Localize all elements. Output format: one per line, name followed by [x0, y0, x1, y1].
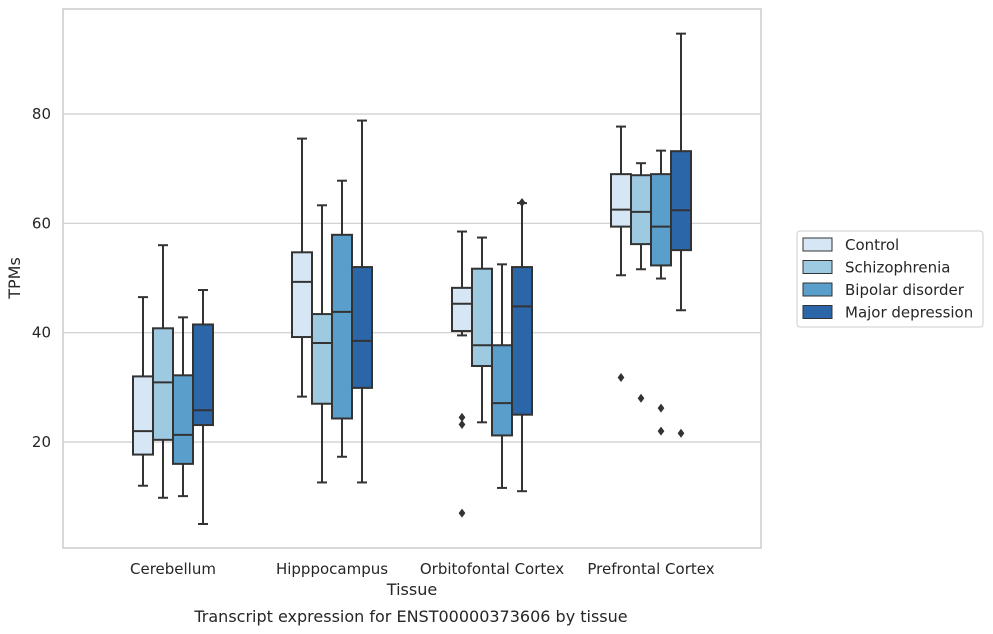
box-body — [610, 173, 632, 228]
box-body — [451, 286, 473, 333]
outlier-point — [458, 508, 466, 518]
box-control-3 — [610, 125, 632, 382]
outlier-point — [677, 428, 685, 438]
y-tick-labels: 20 40 60 80 — [32, 105, 51, 451]
box-body — [471, 267, 493, 368]
legend-label-control: Control — [845, 236, 899, 254]
box-major-depression-3 — [670, 32, 692, 438]
box-body — [491, 344, 513, 437]
box-body — [152, 327, 174, 441]
x-tick-labels: Cerebellum Hipppocampus Orbitofontal Corte… — [130, 560, 715, 578]
x-tick-label-hipppocampus: Hipppocampus — [276, 560, 388, 578]
box-body — [351, 266, 373, 389]
legend-swatch-schizophrenia — [802, 260, 833, 274]
box-bipolar-disorder-2 — [491, 263, 513, 489]
x-tick-label-orbitofontal-cortex: Orbitofontal Cortex — [420, 560, 564, 578]
box-body — [650, 173, 672, 267]
outlier-point — [617, 372, 625, 382]
legend-label-major-depression: Major depression — [845, 304, 973, 322]
boxes — [132, 32, 692, 525]
outlier-point — [458, 420, 466, 430]
box-body — [630, 174, 652, 246]
y-tick-label-20: 20 — [32, 433, 51, 451]
box-body — [670, 150, 692, 252]
box-major-depression-1 — [351, 119, 373, 484]
box-schizophrenia-0 — [152, 244, 174, 499]
y-tick-label-80: 80 — [32, 105, 51, 123]
box-body — [132, 375, 154, 456]
legend-swatch-major-depression — [802, 305, 833, 319]
y-axis-label: TPMs — [5, 257, 24, 300]
x-tick-label-prefrontal-cortex: Prefrontal Cortex — [587, 560, 714, 578]
box-body — [192, 323, 214, 427]
x-axis-label: Tissue — [386, 580, 437, 599]
outlier-point — [657, 426, 665, 436]
outlier-point — [518, 198, 526, 208]
box-control-2 — [451, 230, 473, 518]
box-body — [172, 374, 194, 465]
box-body — [291, 251, 313, 339]
box-major-depression-2 — [511, 198, 533, 493]
legend-label-schizophrenia: Schizophrenia — [845, 259, 950, 277]
box-body — [511, 266, 533, 416]
legend-label-bipolar-disorder: Bipolar disorder — [845, 281, 965, 299]
box-schizophrenia-1 — [311, 204, 333, 484]
box-control-0 — [132, 296, 154, 487]
y-tick-label-40: 40 — [32, 324, 51, 342]
box-schizophrenia-3 — [630, 162, 652, 403]
legend-swatch-bipolar-disorder — [802, 282, 833, 297]
box-control-1 — [291, 137, 313, 398]
box-schizophrenia-2 — [471, 236, 493, 424]
legend-swatch-control — [802, 237, 833, 252]
box-major-depression-0 — [192, 289, 214, 525]
box-body — [331, 233, 353, 420]
box-bipolar-disorder-3 — [650, 149, 672, 436]
box-bipolar-disorder-0 — [172, 316, 194, 498]
y-tick-label-60: 60 — [32, 214, 51, 232]
gridlines — [63, 113, 761, 443]
outlier-point — [458, 412, 466, 422]
plot-frame — [62, 8, 762, 549]
box-body — [311, 313, 333, 405]
chart-caption: Transcript expression for ENST0000037360… — [193, 607, 627, 626]
box-bipolar-disorder-1 — [331, 179, 353, 458]
legend-frame — [796, 230, 984, 328]
outlier-point — [637, 393, 645, 403]
legend: Control Schizophrenia Bipolar disorder Majo… — [796, 230, 984, 328]
outlier-point — [657, 403, 665, 413]
x-tick-label-cerebellum: Cerebellum — [130, 560, 216, 578]
